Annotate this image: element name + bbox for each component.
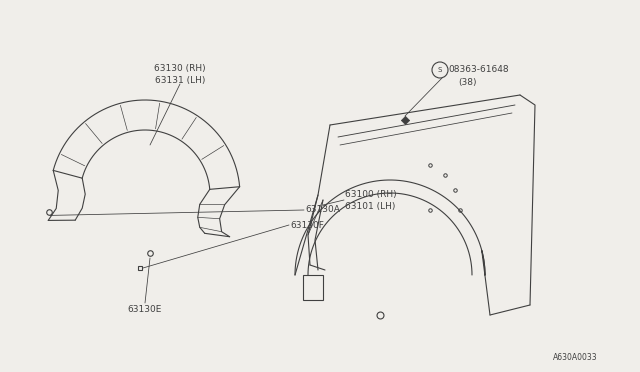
Bar <box>303 275 323 300</box>
Text: 63130F: 63130F <box>290 221 324 230</box>
Text: (38): (38) <box>458 77 477 87</box>
Text: S: S <box>438 67 442 73</box>
Text: 63100 (RH): 63100 (RH) <box>345 190 397 199</box>
Text: A630A0033: A630A0033 <box>554 353 598 362</box>
Text: 08363-61648: 08363-61648 <box>448 65 509 74</box>
Text: 63130 (RH): 63130 (RH) <box>154 64 206 73</box>
Text: 63130E: 63130E <box>128 305 162 314</box>
Text: 63130A: 63130A <box>305 205 340 215</box>
Text: 63101 (LH): 63101 (LH) <box>345 202 396 212</box>
Text: 63131 (LH): 63131 (LH) <box>155 76 205 84</box>
